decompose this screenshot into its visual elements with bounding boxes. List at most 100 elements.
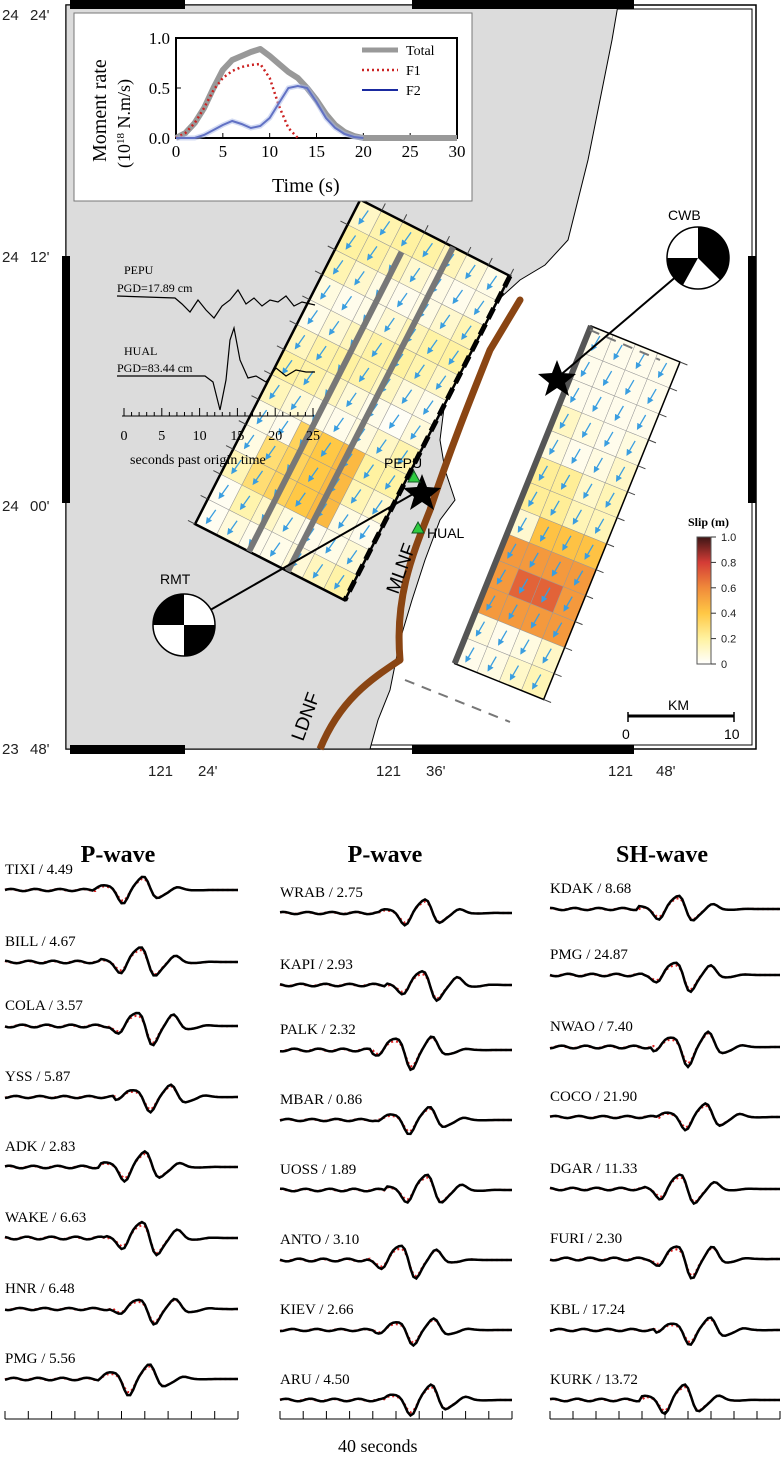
time-scale-label: 40 seconds (338, 1436, 418, 1456)
slip-vector (332, 260, 344, 275)
station-label: FURI / 2.30 (550, 1231, 622, 1247)
station-marker (407, 469, 421, 483)
slip-vector (593, 457, 603, 473)
slip-vector (325, 539, 336, 554)
waveform-column: SH-wave KDAK / 8.68 PMG / 24.87 NWAO / 7.40… (549, 842, 781, 1420)
station-label: KIEV / 2.66 (280, 1302, 354, 1318)
lat-label-min: 00' (30, 498, 50, 515)
grid-tick (276, 345, 285, 350)
gps-axis-tick-label: 5 (158, 429, 165, 444)
observed-waveform (279, 1244, 512, 1281)
slip-vector (487, 656, 497, 672)
grid-tick (314, 270, 323, 276)
grid-tick (574, 621, 583, 626)
station-label: NWAO / 7.40 (550, 1019, 633, 1035)
slip-vector (338, 514, 349, 529)
slip-vector (452, 289, 464, 305)
slip-vector (584, 544, 594, 560)
slip-vector (530, 613, 541, 629)
slip-vector (647, 388, 657, 405)
km-scale: KM 0 10 (622, 697, 740, 742)
station-label: UOSS / 1.89 (280, 1162, 356, 1178)
slip-vector (614, 405, 624, 422)
slip-vector (562, 535, 572, 551)
lat-label-deg: 24 (2, 249, 19, 266)
slip-vector (227, 520, 238, 536)
slip-vector (560, 474, 571, 490)
slip-vector (372, 500, 383, 515)
station-label: WAKE / 6.63 (5, 1210, 86, 1226)
lat-label-deg: 24 (2, 498, 19, 515)
slip-vector (401, 231, 412, 247)
slip-vector (384, 317, 395, 333)
observed-waveform (549, 1245, 780, 1280)
slip-vector (635, 353, 645, 370)
observed-waveform (4, 946, 238, 977)
cwb-beachball (666, 226, 730, 290)
colorbar-tick-label: 0.8 (721, 557, 736, 569)
slip-vector (366, 245, 378, 261)
station-label: PEPU (384, 455, 422, 471)
slip-vector (397, 450, 409, 465)
grid-tick (669, 387, 678, 392)
grid-tick (200, 495, 208, 500)
synthetic-waveform (5, 1298, 238, 1324)
slip-vector (423, 400, 434, 415)
slip-vector (371, 342, 383, 358)
waveform-column: P-wave TIXI / 4.49 BILL / 4.67 COLA / 3.57 Y… (4, 842, 239, 1420)
slip-vector (341, 295, 353, 311)
slip-vector (410, 425, 421, 440)
observed-waveform (279, 897, 512, 927)
lon-label-min: 48' (656, 763, 676, 780)
moment-rate-ylabel: Moment rate (89, 59, 111, 162)
observed-waveform (4, 1363, 238, 1397)
projection-line (589, 329, 661, 361)
mlnf-fault-trace (395, 296, 524, 664)
slip-vector (282, 517, 294, 532)
scale-tick: 10 (724, 726, 740, 742)
slip-vector (563, 596, 573, 612)
gps-traces: PEPU PGD=17.89 cm HUAL PGD=83.44 cm 0 5 10… (116, 263, 320, 468)
slip-vector (583, 483, 593, 499)
slip-vector (570, 387, 580, 404)
synthetic-waveform (279, 1036, 512, 1068)
slip-vector (602, 370, 613, 387)
map-panel: 24 24' 24 12' 24 00' 23 48' 121 24' 121 … (2, 0, 757, 780)
lat-label-deg: 23 (2, 741, 19, 758)
grid-tick (648, 439, 657, 444)
slip-vector (350, 489, 362, 504)
slip-vector (532, 674, 542, 690)
slip-vector (290, 395, 302, 411)
observed-waveform (4, 875, 238, 905)
station-label: COLA / 3.57 (5, 998, 83, 1014)
grid-tick (585, 595, 594, 600)
slip-vector (277, 420, 289, 436)
observed-waveform (4, 1149, 238, 1184)
slip-vector (465, 264, 476, 280)
station-label: HNR / 6.48 (5, 1281, 75, 1297)
slip-vector (636, 414, 647, 431)
column-title: P-wave (81, 842, 156, 868)
slip-vector (409, 267, 421, 283)
y-tick-label: 0.0 (149, 129, 170, 148)
x-tick-label: 25 (402, 142, 419, 161)
lat-label-min: 24' (30, 7, 50, 24)
mechanism-label: CWB (668, 207, 701, 223)
observed-waveform (279, 1383, 512, 1418)
grid-tick (595, 569, 604, 574)
colorbar-tick-label: 0.2 (721, 634, 736, 646)
slip-vector (435, 375, 447, 390)
gps-axis-tick-label: 0 (121, 429, 128, 444)
slip-vector (604, 431, 614, 448)
lon-label-min: 24' (198, 763, 218, 780)
slip-vector (549, 439, 559, 455)
grid-tick (251, 395, 259, 400)
slip-vector (518, 578, 529, 594)
station-label: PALK / 2.32 (280, 1022, 356, 1038)
station-label: PMG / 5.56 (5, 1351, 76, 1367)
waveform-column: P-wave WRAB / 2.75 KAPI / 2.93 PALK / 2.32 M… (279, 842, 513, 1420)
slip-vector (376, 439, 387, 454)
observed-waveform (549, 894, 780, 922)
grid-tick (289, 320, 297, 325)
